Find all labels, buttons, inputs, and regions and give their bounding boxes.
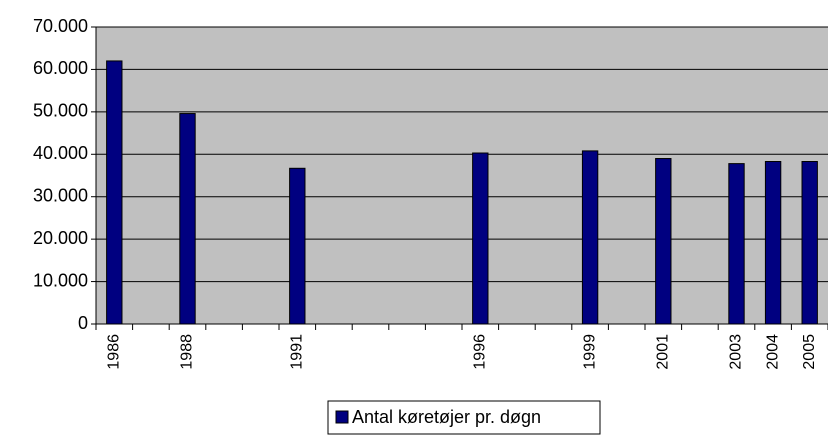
bar (581, 150, 599, 325)
plot-area (96, 27, 828, 324)
y-tick-label: 20.000 (33, 228, 88, 248)
x-tick-label: 1996 (472, 334, 489, 370)
y-tick-label: 40.000 (33, 143, 88, 163)
bar (106, 60, 123, 325)
x-tick-label: 1988 (179, 334, 196, 370)
y-tick-label: 50.000 (33, 101, 88, 121)
y-tick-label: 10.000 (33, 270, 88, 290)
bar (655, 158, 672, 325)
bar (801, 160, 818, 325)
bar (728, 163, 745, 325)
legend-swatch (335, 410, 349, 424)
y-tick-label: 60.000 (33, 58, 88, 78)
legend-label: Antal køretøjer pr. døgn (352, 407, 541, 427)
x-tick-label: 2003 (728, 334, 745, 370)
y-tick-label: 0 (78, 313, 88, 333)
x-tick-label: 2001 (655, 334, 672, 370)
bar (764, 160, 782, 325)
legend-box (327, 400, 601, 435)
bar (472, 152, 489, 325)
y-tick-label: 70.000 (33, 16, 88, 36)
bar (179, 113, 196, 325)
x-tick-label: 1986 (106, 334, 123, 370)
x-tick-label: 2005 (801, 334, 818, 370)
x-tick-label: 2004 (764, 334, 781, 370)
y-tick-label: 30.000 (33, 185, 88, 205)
bar (289, 167, 306, 325)
x-tick-label: 1991 (289, 334, 306, 370)
x-tick-label: 1999 (581, 334, 598, 370)
